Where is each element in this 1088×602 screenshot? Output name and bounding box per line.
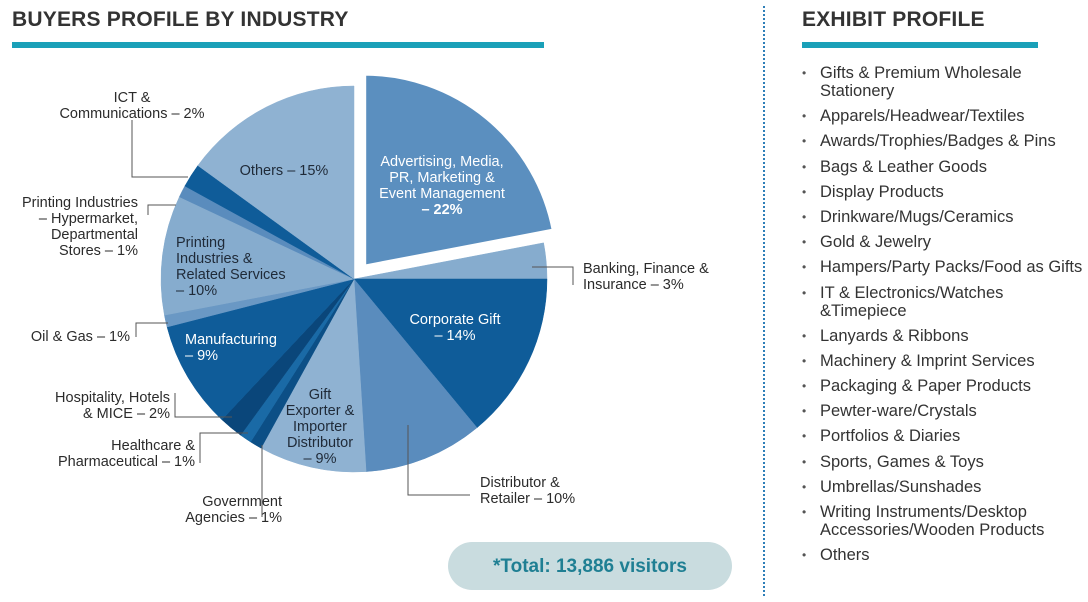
slice-label-distributor-and-retailer: Distributor & Retailer – 10%	[480, 475, 575, 507]
slice-label-printing-industries-and-related-services: Printing Industries & Related Services – 10…	[176, 235, 286, 299]
pie-slice-others	[197, 85, 355, 280]
slice-label-healthcare-and-pharmaceutical: Healthcare & Pharmaceutical – 1%	[58, 438, 195, 470]
pie-slice-distributor-and-retailer	[353, 278, 478, 472]
exhibit-item: Drinkware/Mugs/Ceramics	[800, 208, 1086, 226]
exhibit-item: Gold & Jewelry	[800, 233, 1086, 251]
leader-line-hospitality-hotels-and-mice	[174, 393, 232, 418]
exhibit-profile-title: EXHIBIT PROFILE	[802, 8, 985, 31]
pie-chart: Advertising, Media, PR, Marketing & Event …	[22, 71, 709, 526]
slice-label-oil-and-gas: Oil & Gas – 1%	[31, 329, 130, 345]
exhibit-item: Machinery & Imprint Services	[800, 352, 1086, 370]
exhibit-item: Awards/Trophies/Badges & Pins	[800, 132, 1086, 150]
exhibit-item: Packaging & Paper Products	[800, 377, 1086, 395]
slice-label-ict-and-communications: ICT & Communications – 2%	[59, 90, 204, 122]
pie-slice-corporate-gift	[353, 278, 548, 429]
exhibit-item: Sports, Games & Toys	[800, 453, 1086, 471]
exhibit-item: Pewter-ware/Crystals	[800, 402, 1086, 420]
exhibit-item: Writing Instruments/Desktop Accessories/…	[800, 503, 1086, 539]
slice-label-manufacturing: Manufacturing – 9%	[185, 332, 277, 364]
chart-title: BUYERS PROFILE BY INDUSTRY	[12, 8, 349, 31]
slice-label-government-agencies: Government Agencies – 1%	[185, 494, 282, 526]
leader-line-distributor-and-retailer	[407, 425, 470, 496]
exhibit-title-underline	[802, 42, 1038, 48]
slice-label-printing-industries-hypermarket-departmental-stores: Printing Industries – Hypermarket, Departm…	[22, 195, 138, 259]
exhibit-item: Umbrellas/Sunshades	[800, 478, 1086, 496]
exhibit-item: Apparels/Headwear/Textiles	[800, 107, 1086, 125]
slice-label-hospitality-hotels-and-mice: Hospitality, Hotels & MICE – 2%	[55, 390, 170, 422]
exhibit-item: Hampers/Party Packs/Food as Gifts	[800, 258, 1086, 276]
dotted-divider	[763, 6, 765, 596]
exhibit-profile-list: Gifts & Premium Wholesale Stationery Appa…	[800, 64, 1086, 571]
total-visitors-badge: *Total: 13,886 visitors	[448, 542, 732, 590]
exhibit-item: Others	[800, 546, 1086, 564]
slice-label-gift-exporter-and-importer-distributor: Gift Exporter & Importer Distributor – 9%	[286, 387, 355, 467]
exhibit-item: Lanyards & Ribbons	[800, 327, 1086, 345]
leader-line-oil-and-gas	[135, 322, 168, 337]
leader-line-healthcare-and-pharmaceutical	[199, 432, 248, 463]
exhibit-item: IT & Electronics/Watches &Timepiece	[800, 284, 1086, 320]
exhibit-item: Bags & Leather Goods	[800, 158, 1086, 176]
exhibit-item: Gifts & Premium Wholesale Stationery	[800, 64, 1086, 100]
slice-label-advertising-media-pr-marketing-and-event-management: Advertising, Media, PR, Marketing & Event …	[379, 154, 505, 218]
pie-slice-printing-industries-and-related-services	[160, 196, 355, 316]
slice-label-banking-finance-and-insurance: Banking, Finance & Insurance – 3%	[583, 261, 709, 293]
exhibit-item: Display Products	[800, 183, 1086, 201]
leader-line-ict-and-communications	[131, 120, 188, 178]
leader-line-printing-industries-hypermarket-departmental-stores	[147, 204, 176, 215]
exhibit-item: Portfolios & Diaries	[800, 427, 1086, 445]
slice-label-corporate-gift: Corporate Gift – 14%	[409, 312, 500, 344]
slice-label-others: Others – 15%	[240, 163, 329, 179]
pie-slice-advertising-media-pr-marketing-and-event-management	[362, 71, 557, 270]
leader-line-banking-finance-and-insurance	[532, 266, 574, 285]
pie-slice-gift-exporter-and-importer-distributor	[260, 278, 367, 473]
title-underline	[12, 42, 544, 48]
